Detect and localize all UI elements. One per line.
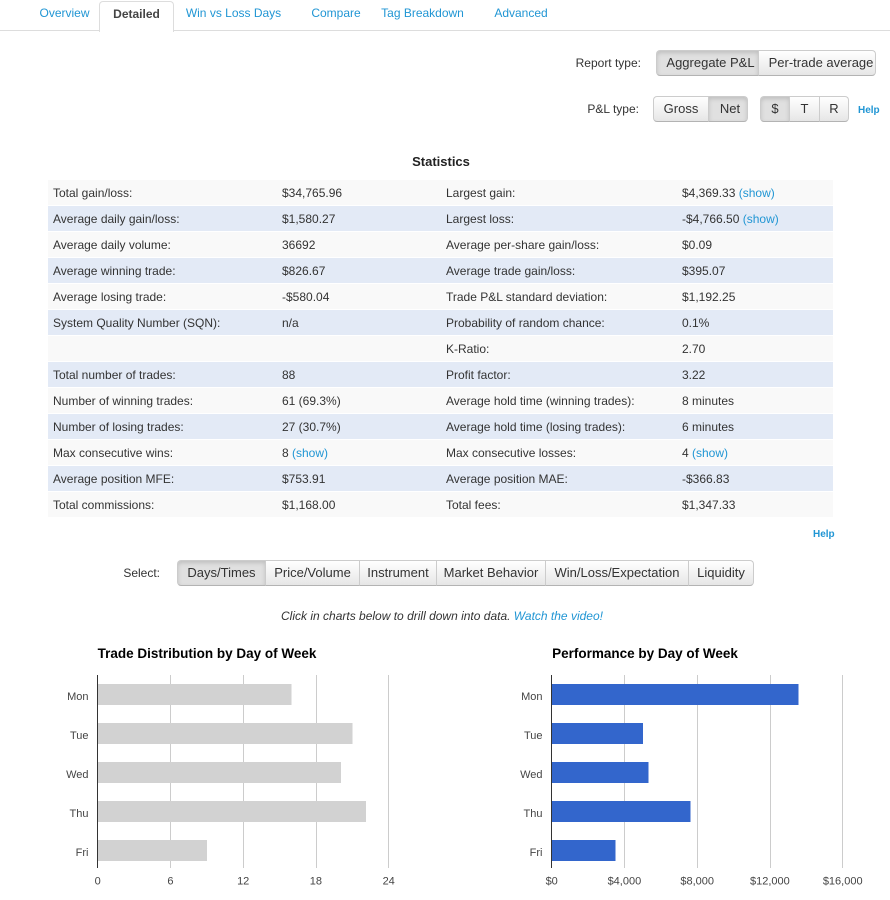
svg-text:Fri: Fri: [76, 847, 89, 859]
svg-text:Tue: Tue: [70, 730, 89, 742]
svg-text:Fri: Fri: [530, 847, 543, 859]
svg-text:24: 24: [383, 876, 395, 888]
svg-text:Mon: Mon: [67, 691, 88, 703]
svg-text:$12,000: $12,000: [750, 876, 790, 888]
svg-text:Thu: Thu: [70, 808, 89, 820]
svg-text:0: 0: [95, 876, 101, 888]
svg-text:Wed: Wed: [520, 769, 542, 781]
svg-text:$4,000: $4,000: [608, 876, 642, 888]
svg-text:Thu: Thu: [524, 808, 543, 820]
svg-text:Performance by Day of Week: Performance by Day of Week: [552, 646, 738, 661]
svg-text:18: 18: [310, 876, 322, 888]
svg-text:6: 6: [167, 876, 173, 888]
svg-text:Wed: Wed: [66, 769, 88, 781]
svg-text:12: 12: [237, 876, 249, 888]
svg-text:Mon: Mon: [521, 691, 542, 703]
svg-text:$0: $0: [546, 876, 558, 888]
svg-text:$16,000: $16,000: [823, 876, 863, 888]
svg-text:$8,000: $8,000: [680, 876, 714, 888]
svg-text:Trade Distribution by Day of W: Trade Distribution by Day of Week: [98, 646, 317, 661]
svg-text:Tue: Tue: [524, 730, 543, 742]
